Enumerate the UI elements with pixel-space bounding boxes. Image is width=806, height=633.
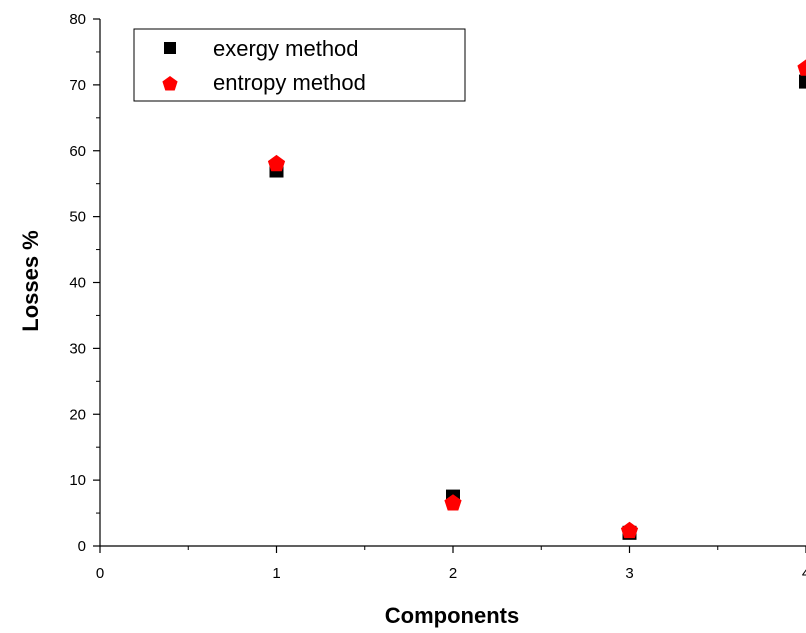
y-axis-title: Losses % [18, 230, 43, 332]
entropy-point [797, 59, 806, 76]
x-tick-label: 1 [272, 565, 280, 582]
x-axis-title: Components [385, 603, 519, 628]
exergy-point [799, 74, 806, 89]
y-tick-label: 60 [69, 143, 86, 160]
y-tick-label: 80 [69, 11, 86, 28]
y-tick-label: 20 [69, 406, 86, 423]
data-marks [267, 59, 806, 540]
legend-marker-exergy [164, 42, 176, 54]
y-tick-label: 30 [69, 340, 86, 357]
y-tick-label: 0 [78, 538, 86, 555]
legend-label-entropy: entropy method [213, 70, 366, 95]
x-tick-label: 4 [802, 565, 806, 582]
y-tick-label: 40 [69, 275, 86, 292]
entropy-point [620, 521, 639, 539]
legend-label-exergy: exergy method [213, 36, 359, 61]
y-tick-label: 70 [69, 77, 86, 94]
x-tick-label: 3 [625, 565, 633, 582]
x-tick-label: 2 [449, 565, 457, 582]
entropy-point [267, 154, 286, 172]
legend-box [133, 28, 466, 102]
y-tick-label: 50 [69, 209, 86, 226]
y-tick-label: 10 [69, 472, 86, 489]
axes: 0 10 20 30 40 50 60 70 80 0 1 2 3 4 [69, 11, 806, 582]
entropy-point [444, 494, 462, 511]
legend-marker-entropy [162, 76, 178, 91]
legend: exergy method entropy method [133, 28, 466, 102]
x-tick-label: 0 [96, 565, 104, 582]
